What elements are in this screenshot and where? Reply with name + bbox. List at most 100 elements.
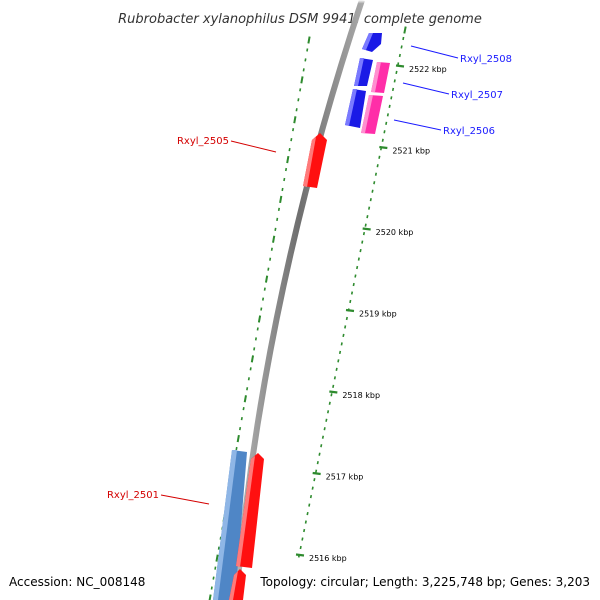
gene-rxyl-2505-highlight: [303, 137, 316, 187]
outer-ring-dot: [267, 267, 270, 271]
outer-ring-dot: [269, 257, 272, 261]
outer-ring-dot: [261, 297, 265, 301]
kbp-tick-label: 2518 kbp: [342, 391, 380, 400]
inner-ring-dot: [345, 316, 348, 321]
kbp-scale: 2516 kbp 2517 kbp 2518 kbp 2519 kbp 2520 kbp…: [295, 64, 447, 563]
inner-ring-dot: [373, 181, 376, 185]
outer-ring-dot: [214, 566, 217, 570]
outer-dotted-ring: [208, 36, 311, 600]
outer-ring-dot: [246, 387, 249, 391]
outer-ring-dot: [302, 68, 305, 72]
inner-ring-dot: [376, 164, 379, 168]
outer-ring-dot: [263, 287, 266, 291]
leader-rxyl-2507: [402, 82, 450, 95]
inner-ring-dot: [330, 393, 333, 397]
outer-ring-dot: [254, 337, 258, 341]
outer-ring-dot: [270, 247, 273, 251]
inner-ring-dot: [326, 410, 330, 414]
label-rxyl-2508[interactable]: Rxyl_2508: [460, 54, 512, 65]
inner-ring-dot: [337, 359, 340, 363]
outer-ring-dot: [247, 377, 250, 381]
inner-ring-dot: [398, 53, 401, 58]
inner-ring-dot: [332, 384, 335, 388]
inner-ring-dot: [386, 113, 389, 117]
outer-ring-dot: [277, 207, 280, 212]
outer-ring-dot: [286, 155, 290, 164]
inner-ring-dot: [403, 26, 407, 34]
accession-text: Accession: NC_008148: [9, 575, 145, 589]
outer-ring-dot: [279, 195, 283, 204]
kbp-tick-label: 2519 kbp: [359, 310, 397, 319]
genome-summary-text: Topology: circular; Length: 3,225,748 bp…: [259, 575, 590, 589]
inner-ring-dot: [340, 342, 343, 346]
gene-features: [213, 33, 390, 600]
outer-ring-dot: [300, 76, 304, 84]
outer-ring-dot: [260, 307, 263, 311]
outer-ring-dot: [276, 217, 279, 221]
outer-ring-dot: [257, 315, 262, 323]
gene-labels: Rxyl_2508 Rxyl_2507 Rxyl_2506 Rxyl_2505 …: [107, 45, 512, 505]
inner-ring-dot: [400, 45, 403, 49]
outer-ring-dot: [215, 554, 219, 562]
inner-ring-dot: [325, 418, 328, 422]
gene-rxyl-2506-highlight: [345, 89, 357, 126]
inner-ring-dot: [349, 299, 352, 304]
outer-ring-dot: [295, 108, 298, 112]
outer-ring-dot: [299, 88, 302, 92]
kbp-tick-mark: [362, 227, 371, 231]
outer-ring-dot: [256, 327, 259, 331]
inner-ring-dot: [342, 333, 345, 338]
outer-ring-dot: [208, 594, 212, 600]
outer-ring-dot: [243, 395, 247, 403]
label-rxyl-2501[interactable]: Rxyl_2501: [107, 490, 159, 501]
outer-ring-dot: [242, 407, 245, 411]
outer-ring-dot: [249, 367, 252, 371]
kbp-tick-mark: [312, 471, 321, 476]
inner-ring-dot: [388, 104, 391, 108]
outer-ring-dot: [264, 275, 269, 283]
label-rxyl-2506[interactable]: Rxyl_2506: [443, 126, 495, 137]
inner-ring-dot: [350, 291, 354, 295]
label-rxyl-2507[interactable]: Rxyl_2507: [451, 90, 503, 101]
inner-ring-dot: [374, 172, 378, 176]
inner-ring-dot: [354, 274, 357, 278]
outer-ring-dot: [217, 546, 220, 550]
outer-ring-dot: [293, 116, 297, 124]
inner-ring-dot: [395, 70, 398, 75]
inner-ring-dot: [356, 265, 359, 270]
outer-ring-dot: [253, 347, 256, 351]
inner-ring-dot: [335, 367, 338, 371]
inner-ring-dot: [385, 121, 388, 125]
gene-rxyl-2501-highlight: [236, 456, 255, 567]
inner-ring-dot: [338, 350, 342, 355]
kbp-tick-mark: [395, 64, 405, 68]
inner-ring-dot: [391, 87, 395, 92]
outer-ring-dot: [240, 417, 243, 421]
inner-ring-dot: [315, 469, 318, 473]
outer-ring-dot: [212, 576, 215, 580]
outer-ring-dot: [219, 536, 222, 540]
outer-ring-dot: [239, 426, 242, 431]
outer-ring-dot: [236, 434, 240, 443]
outer-ring-dot: [288, 147, 291, 152]
inner-ring-dot: [308, 503, 311, 507]
inner-ring-dot: [318, 452, 321, 456]
outer-ring-dot: [307, 36, 311, 44]
outer-ring-dot: [274, 227, 277, 231]
label-rxyl-2505[interactable]: Rxyl_2505: [177, 136, 229, 147]
inner-ring-dot: [366, 215, 369, 219]
inner-ring-dot: [333, 376, 336, 380]
inner-ring-dot: [383, 130, 386, 134]
inner-ring-dot: [352, 282, 355, 287]
leader-rxyl-2505: [230, 140, 277, 153]
outer-ring-dot: [290, 138, 293, 142]
inner-ring-dot: [364, 223, 367, 227]
gene-rxyl-2508-highlight: [362, 33, 373, 50]
leader-rxyl-2508: [410, 45, 459, 59]
kbp-tick-mark: [345, 308, 355, 313]
outer-ring-dot: [272, 235, 276, 243]
outer-ring-dot: [283, 177, 286, 182]
outer-ring-dot: [210, 586, 213, 590]
outer-ring-dot: [284, 167, 288, 172]
